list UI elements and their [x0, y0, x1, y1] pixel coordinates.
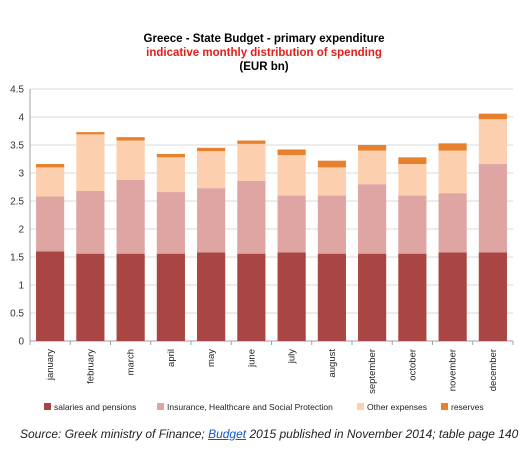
chart-unit-label: (EUR bn)	[239, 61, 289, 73]
x-tick-label: september	[367, 349, 378, 394]
legend-label: Other expenses	[367, 402, 427, 412]
legend-swatch	[357, 403, 364, 410]
bar-reserves-april	[156, 153, 185, 158]
legend-swatch	[157, 403, 164, 410]
bar-salaries-and-pensions-august	[317, 253, 346, 341]
bar-reserves-december	[478, 113, 507, 120]
bar-salaries-and-pensions-february	[76, 253, 105, 341]
legend-swatch	[44, 403, 51, 410]
x-tick-label: may	[206, 349, 217, 367]
bar-other-expenses-december	[478, 119, 507, 165]
legend-label: reserves	[451, 402, 484, 412]
bar-insurance-healthcare-and-social-protection-june	[237, 180, 266, 254]
x-tick-label: december	[488, 349, 499, 391]
bar-other-expenses-july	[277, 155, 306, 196]
bar-other-expenses-may	[197, 151, 226, 189]
legend-label: Insurance, Healthcare and Social Protect…	[167, 402, 333, 412]
bar-other-expenses-september	[358, 150, 387, 185]
x-tick-label: june	[246, 349, 257, 368]
source-line: Source: Greek ministry of Finance; Budge…	[20, 427, 528, 441]
x-tick-label: february	[85, 349, 96, 384]
x-tick-label: january	[45, 349, 56, 381]
bar-reserves-february	[76, 132, 105, 135]
y-tick-label: 3.5	[10, 141, 24, 152]
bar-other-expenses-january	[36, 167, 65, 197]
bar-reserves-july	[277, 149, 306, 156]
stacked-bar-chart: 0 0.5 1 1.5 2 2.5 3 3.5 4 4.5 january february march…	[10, 85, 514, 412]
bar-salaries-and-pensions-june	[237, 253, 266, 341]
bar-other-expenses-june	[237, 143, 266, 181]
y-tick-label: 2	[18, 225, 24, 236]
y-tick-label: 4	[18, 113, 24, 124]
y-tick-label: 4.5	[10, 85, 24, 96]
bar-insurance-healthcare-and-social-protection-january	[36, 196, 65, 252]
x-tick-label: july	[287, 349, 298, 365]
bar-insurance-healthcare-and-social-protection-april	[156, 192, 185, 254]
bar-other-expenses-march	[116, 140, 145, 180]
legend-swatch	[441, 403, 448, 410]
y-tick-label: 0	[18, 337, 24, 348]
chart-title: Greece - State Budget - primary expendit…	[143, 33, 385, 45]
bar-salaries-and-pensions-november	[438, 252, 467, 341]
bar-salaries-and-pensions-april	[156, 253, 185, 341]
bar-other-expenses-august	[317, 167, 346, 196]
bar-salaries-and-pensions-october	[398, 253, 427, 341]
x-tick-label: november	[448, 349, 459, 391]
bar-insurance-healthcare-and-social-protection-march	[116, 179, 145, 254]
bar-insurance-healthcare-and-social-protection-october	[398, 195, 427, 254]
y-tick-label: 3	[18, 169, 24, 180]
bar-salaries-and-pensions-march	[116, 253, 145, 341]
y-tick-label: 0.5	[10, 309, 24, 320]
y-tick-label: 1	[18, 281, 24, 292]
bar-insurance-healthcare-and-social-protection-december	[478, 164, 507, 253]
bar-other-expenses-october	[398, 164, 427, 196]
bar-reserves-october	[398, 157, 427, 165]
x-tick-label: march	[126, 349, 137, 375]
bar-other-expenses-february	[76, 134, 105, 191]
bar-insurance-healthcare-and-social-protection-september	[358, 184, 387, 254]
bar-salaries-and-pensions-december	[478, 252, 507, 341]
bar-insurance-healthcare-and-social-protection-july	[277, 195, 306, 253]
x-tick-label: october	[407, 349, 418, 381]
bar-reserves-september	[358, 145, 387, 151]
x-tick-label: august	[327, 349, 338, 378]
bar-reserves-march	[116, 137, 145, 141]
bar-reserves-november	[438, 143, 467, 151]
bar-other-expenses-november	[438, 150, 467, 194]
bar-insurance-healthcare-and-social-protection-november	[438, 193, 467, 253]
source-prefix: Source: Greek ministry of Finance;	[20, 427, 209, 441]
legend-label: salaries and pensions	[54, 402, 136, 412]
x-tick-label: april	[166, 349, 177, 367]
source-suffix: 2015 published in November 2014; table p…	[246, 427, 519, 441]
bar-insurance-healthcare-and-social-protection-february	[76, 190, 105, 254]
chart-subtitle: indicative monthly distribution of spend…	[146, 47, 382, 59]
bar-insurance-healthcare-and-social-protection-august	[317, 195, 346, 254]
bar-salaries-and-pensions-september	[358, 253, 387, 341]
y-tick-label: 2.5	[10, 197, 24, 208]
bar-reserves-june	[237, 140, 266, 144]
bar-salaries-and-pensions-may	[197, 252, 226, 341]
bar-reserves-may	[197, 147, 226, 152]
bar-salaries-and-pensions-july	[277, 252, 306, 341]
bar-other-expenses-april	[156, 157, 185, 193]
budget-link[interactable]: Budget	[208, 427, 247, 441]
bar-salaries-and-pensions-january	[36, 251, 65, 341]
y-tick-label: 1.5	[10, 253, 24, 264]
bar-insurance-healthcare-and-social-protection-may	[197, 188, 226, 253]
bar-reserves-august	[317, 160, 346, 168]
bar-reserves-january	[36, 164, 65, 168]
